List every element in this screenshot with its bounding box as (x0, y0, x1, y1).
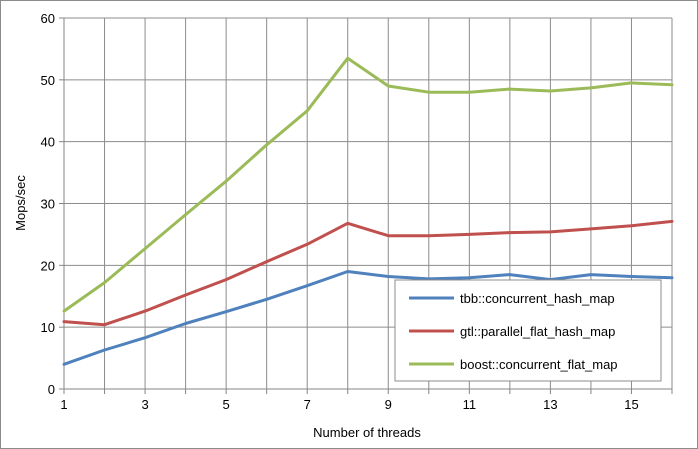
legend: tbb::concurrent_hash_mapgtl::parallel_fl… (394, 279, 662, 382)
x-tick-label: 7 (304, 397, 311, 412)
axes (59, 17, 673, 394)
y-axis-title: Mops/sec (13, 175, 28, 231)
y-tick-label: 10 (41, 320, 55, 335)
y-tick-label: 40 (41, 135, 55, 150)
x-tick-label: 9 (385, 397, 392, 412)
y-tick-label: 30 (41, 197, 55, 212)
x-axis-title: Number of threads (313, 425, 421, 440)
x-tick-label: 5 (223, 397, 230, 412)
y-tick-label: 0 (48, 382, 55, 397)
series-line-2 (62, 56, 674, 313)
x-tick-labels: 1 3 5 7 9 11 13 15 (60, 397, 638, 412)
series-lines (62, 56, 674, 366)
y-tick-label: 60 (41, 11, 55, 26)
x-tick-label: 11 (463, 397, 477, 412)
y-tick-label: 50 (41, 73, 55, 88)
legend-label-1: gtl::parallel_flat_hash_map (460, 324, 615, 339)
legend-label-2: boost::concurrent_flat_map (460, 357, 618, 372)
x-tick-label: 3 (141, 397, 148, 412)
series-line-1 (62, 219, 674, 327)
x-tick-label: 15 (624, 397, 638, 412)
series-line-0 (62, 270, 674, 366)
y-tick-label: 20 (41, 258, 55, 273)
x-tick-label: 13 (543, 397, 557, 412)
x-tick-label: 1 (60, 397, 67, 412)
y-tick-labels: 0 10 20 30 40 50 60 (41, 11, 55, 397)
legend-label-0: tbb::concurrent_hash_map (460, 291, 615, 306)
